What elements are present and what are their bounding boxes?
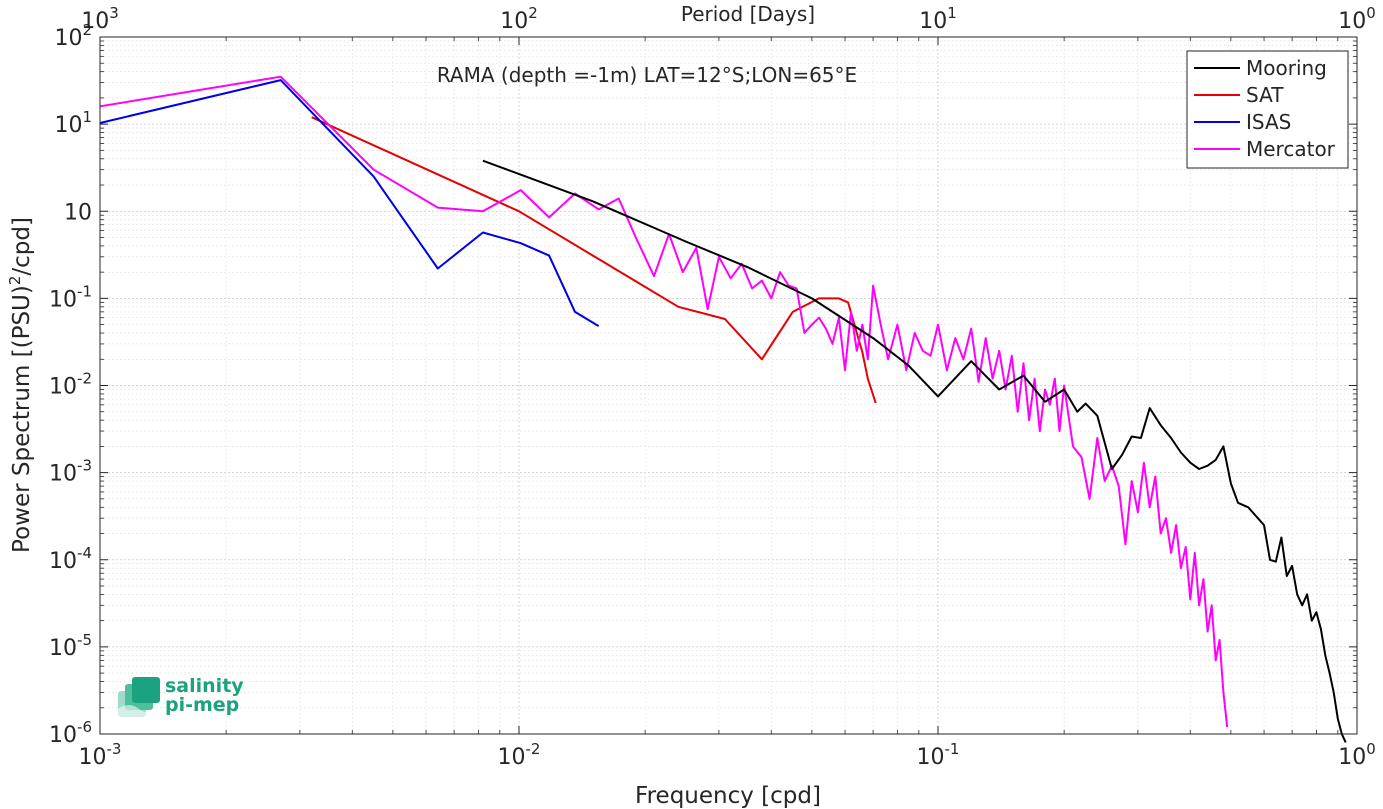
salinity-pimep-logo: salinity pi-mep [118,675,244,717]
logo-mark-icon [118,677,160,717]
y-tick-label-exp: -4 [77,544,92,562]
y-tick-label-base: 10 [49,636,77,661]
y-tick-label: 10-5 [49,631,92,661]
y-tick-label-exp: -2 [77,370,92,388]
x2-tick-label-exp: 0 [1366,4,1376,22]
x-tick-label-exp: -1 [945,740,960,758]
x-tick-label: 100 [1338,740,1376,770]
y-tick-label: 10-6 [49,718,92,748]
y-tick-label-exp: -6 [77,718,92,736]
x-tick-label: 10-3 [79,740,122,770]
x2-tick-label: 103 [81,4,119,34]
y-tick-label-base: 10 [54,113,82,138]
legend-label-sat: SAT [1246,83,1284,107]
minor-grid [100,37,1357,734]
y-tick-label-base: 10 [49,462,77,487]
y-tick-label: 102 [54,21,92,51]
y-axis-label-tail: /cpd] [9,217,35,276]
y-tick-label: 10-1 [49,282,92,312]
legend-label-mooring: Mooring [1246,56,1327,80]
series-lines [99,75,1347,743]
legend-label-isas: ISAS [1246,110,1291,134]
y-tick-label: 10-3 [49,457,92,487]
y-tick-label-exp: -3 [77,457,92,475]
axis-ticks [99,36,1358,735]
x-tick-label-base: 10 [498,745,526,770]
legend-label-mercator: Mercator [1246,137,1336,161]
x-tick-label: 10-1 [917,740,960,770]
y-tick-label-text: 10 [64,200,92,225]
y-tick-label-base: 10 [49,723,77,748]
x-tick-label-base: 10 [1338,745,1366,770]
y-tick-label: 101 [54,108,92,138]
y-tick-label-exp: -1 [77,282,92,300]
x2-tick-label-base: 10 [1338,9,1366,34]
series-line-mooring [482,159,1347,743]
x2-axis-label: Period [Days] [681,2,815,26]
x-tick-label-exp: -2 [526,740,541,758]
x2-tick-label-base: 10 [919,9,947,34]
y-tick-label-exp: 1 [82,108,92,126]
chart-title: RAMA (depth =-1m) LAT=12°S;LON=65°E [437,63,857,87]
y-tick-label: 10-4 [49,544,92,574]
x-tick-label-exp: 0 [1366,740,1376,758]
x2-tick-label-exp: 1 [947,4,957,22]
logo-text-line1: salinity [165,675,244,697]
y-tick-label-base: 10 [49,375,77,400]
x2-tick-label: 100 [1338,4,1376,34]
series-line-mercator [99,75,1229,728]
y-tick-label-exp: -5 [77,631,92,649]
y-tick-label-base: 10 [54,26,82,51]
x-tick-label-base: 10 [917,745,945,770]
x2-tick-label-base: 10 [81,9,109,34]
logo-text-line2: pi-mep [165,694,239,716]
legend: Mooring SAT ISAS Mercator [1186,50,1349,169]
y-axis-label-sup: 2 [6,276,24,286]
y-tick-label: 10 [64,200,92,225]
series-line-isas [99,79,600,327]
y-axis-label-main: Power Spectrum [(PSU) [9,285,35,553]
x-tick-label: 10-2 [498,740,541,770]
series-line-sat [311,116,877,404]
x-tick-label-exp: -3 [107,740,122,758]
x2-tick-label-exp: 3 [109,4,119,22]
x2-tick-label: 101 [919,4,957,34]
x2-tick-label: 102 [500,4,538,34]
y-tick-label-base: 10 [49,287,77,312]
x2-tick-label-base: 10 [500,9,528,34]
x-tick-label-base: 10 [79,745,107,770]
x2-tick-label-exp: 2 [528,4,538,22]
y-tick-label: 10-2 [49,370,92,400]
y-tick-label-exp: 2 [82,21,92,39]
y-tick-label-base: 10 [49,549,77,574]
y-axis-label: Power Spectrum [(PSU)2/cpd] [6,217,35,553]
x-axis-label: Frequency [cpd] [635,783,821,809]
